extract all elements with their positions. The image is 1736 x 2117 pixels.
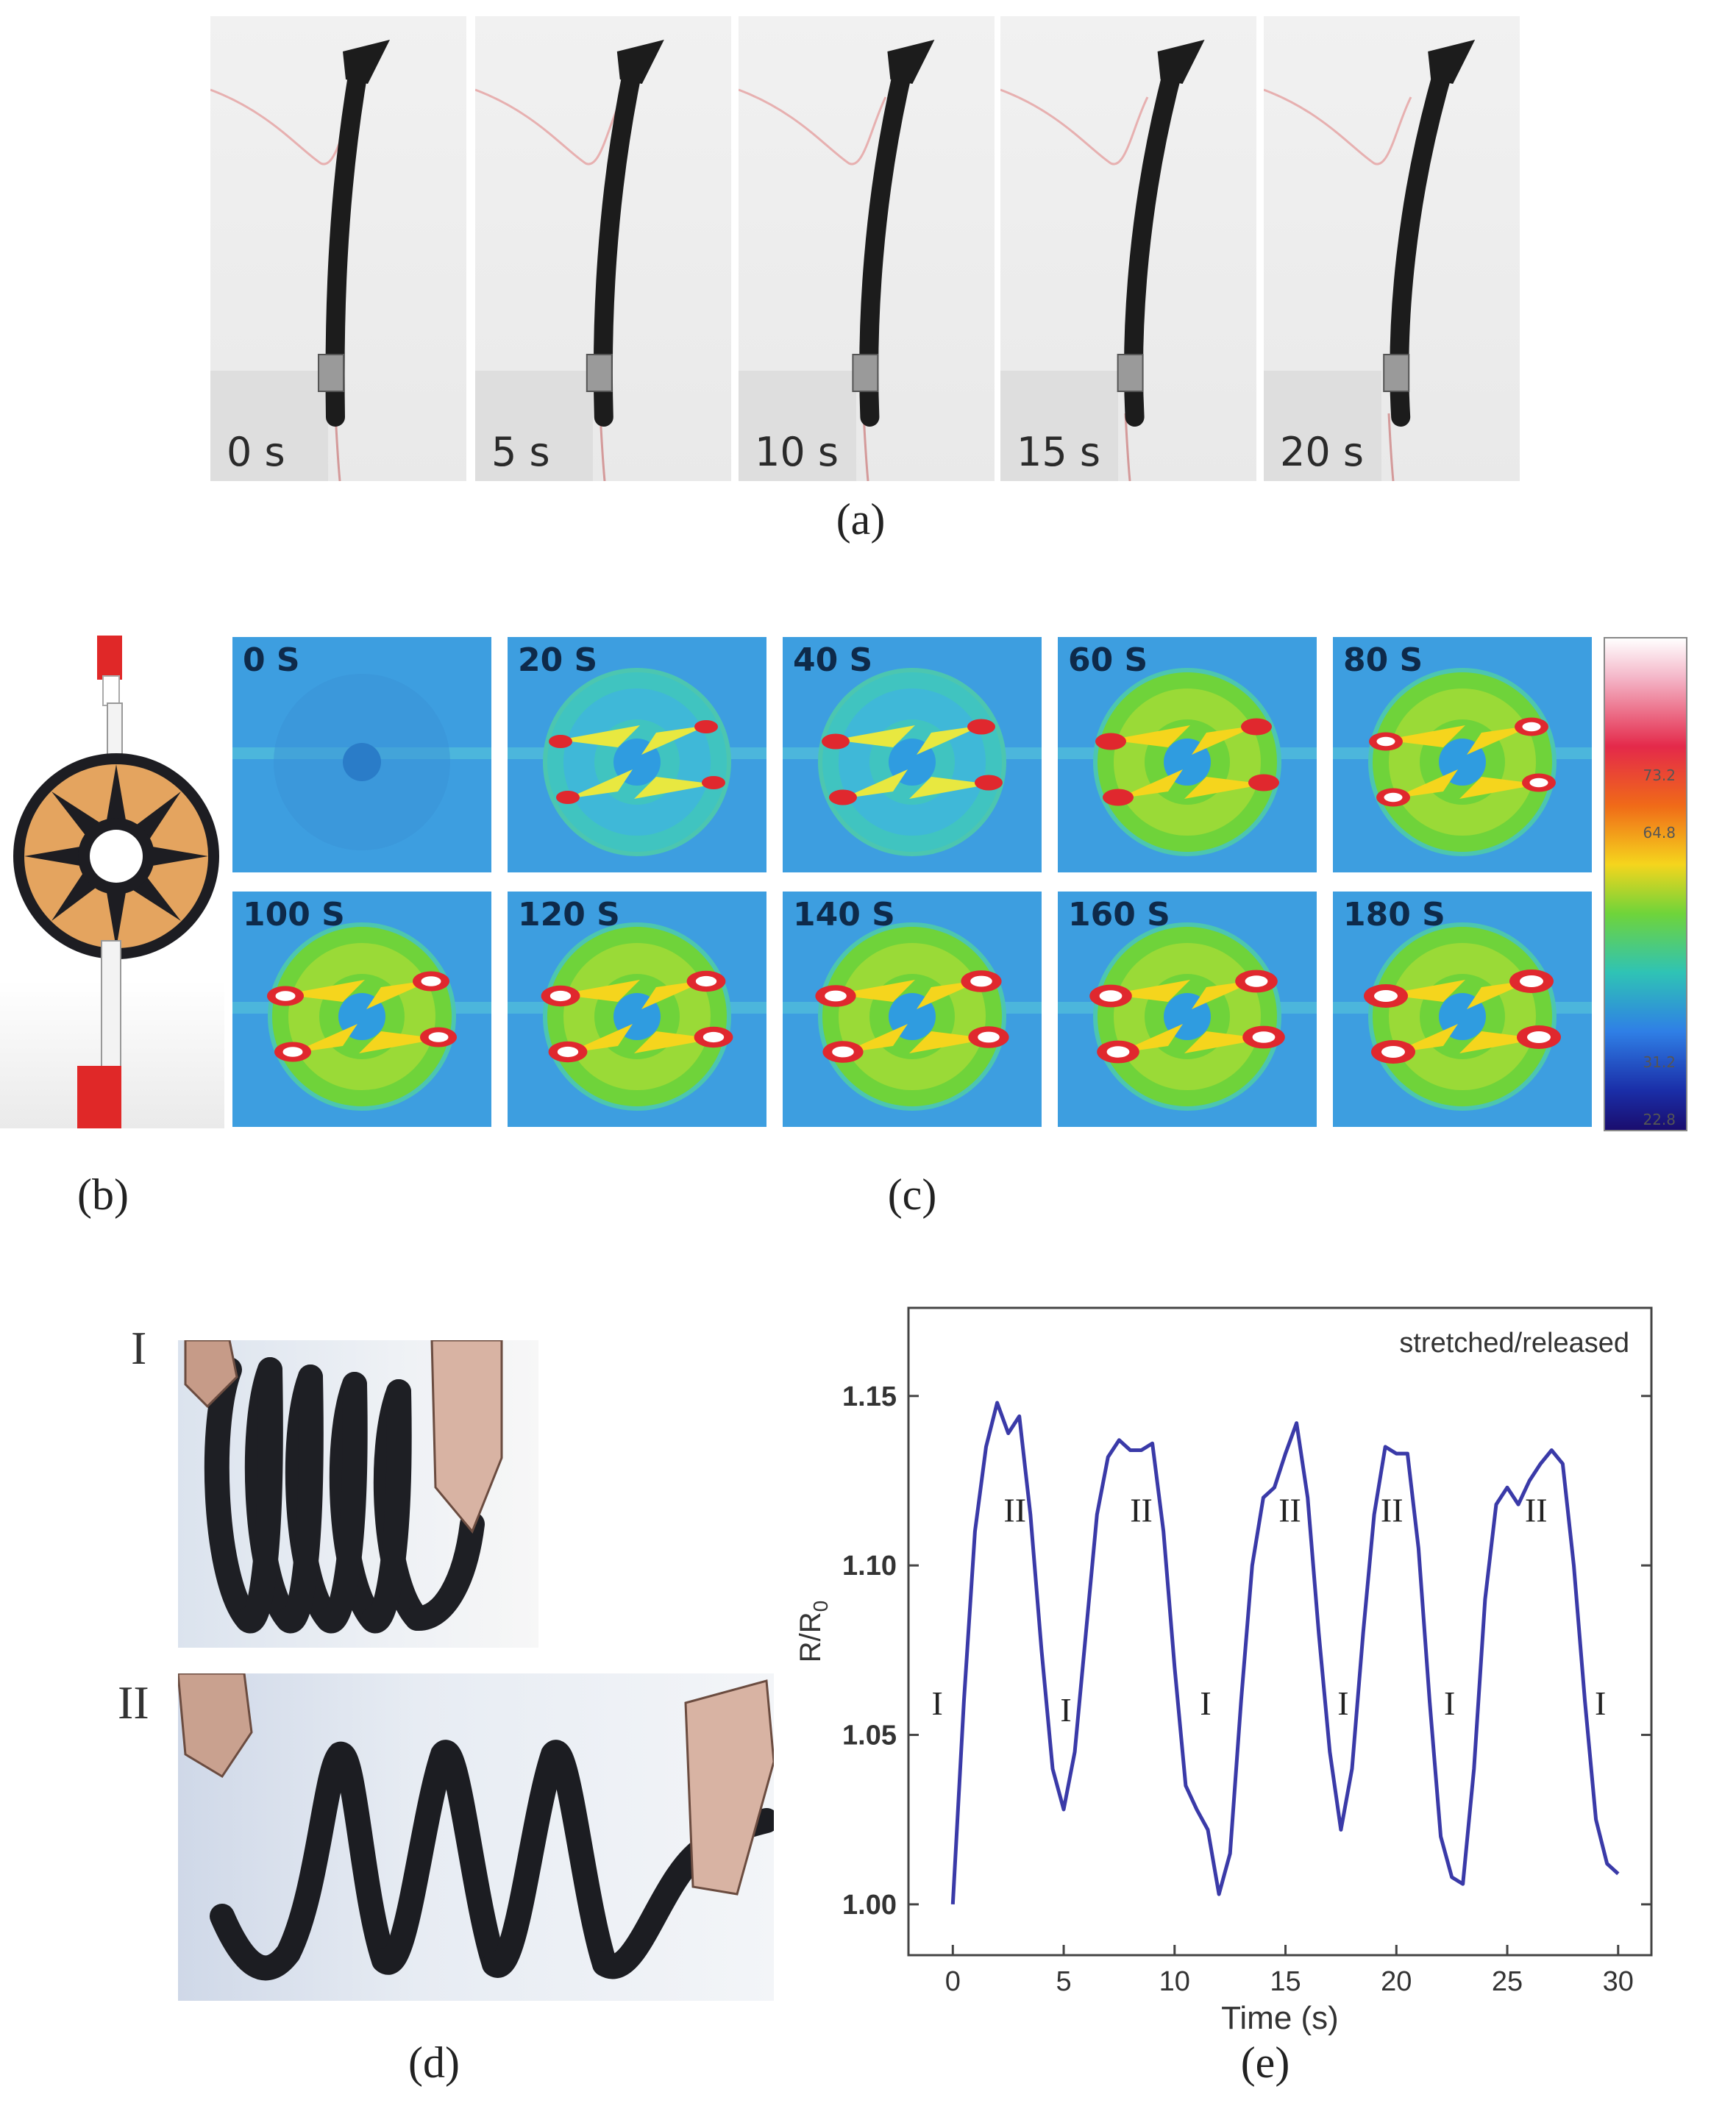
thermal-frame: 140 S [783,892,1042,1127]
thermal-time-label: 140 S [793,896,895,933]
thermal-frame: 0 S [232,637,491,872]
panel-c-label: (c) [887,1170,937,1219]
x-tick-label: 5 [1056,1966,1071,1997]
y-tick-label: 1.10 [842,1551,897,1581]
panel-b-label: (b) [77,1170,129,1219]
panel-b-fixture-photo [0,636,224,1128]
state-annotation: I [1060,1691,1071,1729]
x-tick-label: 15 [1270,1966,1301,1997]
panel-e-chart: 0 5 10 15 20 25 30 1.00 1.05 1.10 1.15 Time (s) R/R0… [794,1306,1653,2036]
x-axis-label: Time (s) [1221,2000,1339,2036]
spring-photo-relaxed [178,1340,538,1648]
bending-frame: 5 s [475,16,731,481]
thermal-frame: 40 S [783,637,1042,872]
frame-time-label: 5 s [491,429,550,475]
plot-frame [907,1306,1653,1957]
bending-frame: 15 s [1000,16,1256,481]
thermal-frame: 120 S [508,892,766,1127]
legend-label: stretched/released [1399,1328,1629,1359]
x-tick-label: 10 [1159,1966,1190,1997]
thermal-time-label: 20 S [518,641,598,679]
thermal-frame: 20 S [508,637,766,872]
state-annotation: II [1525,1491,1548,1529]
frame-time-label: 0 s [227,429,285,475]
thermal-time-label: 180 S [1343,896,1445,933]
state-1-label: I [131,1322,147,1374]
y-tick-label: 1.05 [842,1721,897,1751]
state-annotation: I [1444,1684,1455,1722]
x-tick-label: 0 [945,1966,961,1997]
colorbar-tick: 64.8 [1643,824,1676,842]
colorbar-tick: 73.2 [1643,766,1676,784]
x-tick-label: 20 [1381,1966,1412,1997]
thermal-frame: 100 S [232,892,491,1127]
bending-frame: 10 s [739,16,995,481]
state-annotation: II [1381,1491,1404,1529]
panel-a-label: (a) [836,495,886,544]
state-annotation: I [1200,1684,1211,1722]
state-annotation: I [1595,1684,1606,1722]
thermal-frame: 180 S [1333,892,1592,1127]
series-line [950,1401,1620,1905]
panel-d-label: (d) [408,2038,460,2087]
state-annotation: II [1278,1491,1301,1529]
panel-e-label: (e) [1240,2038,1290,2087]
thermal-time-label: 60 S [1068,641,1148,679]
spring-photo-stretched [178,1673,774,2001]
x-tick-label: 30 [1603,1966,1634,1997]
frame-time-label: 15 s [1017,429,1101,475]
thermal-frame: 60 S [1058,637,1317,872]
thermal-time-label: 80 S [1343,641,1423,679]
thermal-time-label: 100 S [243,896,345,933]
thermal-colorbar: 73.2 64.8 31.2 22.8 [1604,637,1687,1131]
thermal-time-label: 120 S [518,896,620,933]
thermal-time-label: 160 S [1068,896,1170,933]
bending-frame: 0 s [210,16,466,481]
state-annotation: II [1130,1491,1153,1529]
y-tick-label: 1.00 [842,1890,897,1921]
state-2-label: II [118,1676,149,1729]
thermal-time-label: 40 S [793,641,873,679]
thermal-frame: 160 S [1058,892,1317,1127]
x-tick-label: 25 [1492,1966,1523,1997]
y-tick-label: 1.15 [842,1381,897,1412]
frame-time-label: 10 s [755,429,839,475]
thermal-time-label: 0 S [243,641,300,679]
y-axis-label: R/R0 [794,1601,832,1662]
state-annotation: I [932,1684,943,1722]
state-annotation: II [1003,1491,1026,1529]
colorbar-tick: 22.8 [1643,1111,1676,1128]
colorbar-tick: 31.2 [1643,1053,1676,1071]
state-annotation: I [1337,1684,1348,1722]
thermal-frame: 80 S [1333,637,1592,872]
bending-frame: 20 s [1264,16,1520,481]
frame-time-label: 20 s [1280,429,1365,475]
